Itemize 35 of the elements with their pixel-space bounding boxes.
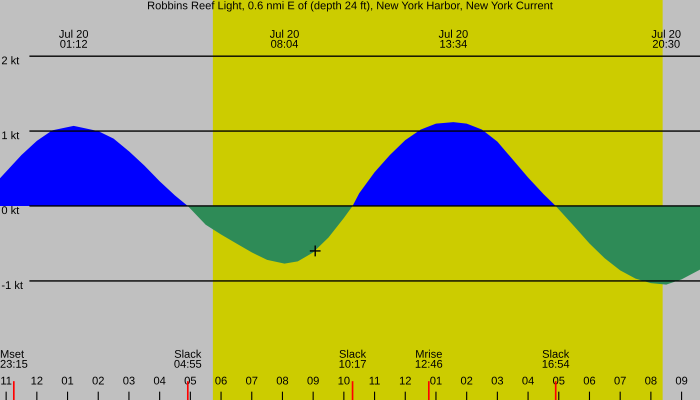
y-tick-label: 1 kt	[2, 131, 20, 140]
x-tick-label: 12	[400, 376, 411, 384]
ref-line-label: Mrise 12:46	[416, 350, 442, 368]
ref-line-label: Slack 16:54	[542, 350, 570, 368]
x2-tick-label: Jul 20 08:04	[270, 30, 299, 48]
x-tick-label: 12	[32, 376, 42, 384]
x-tick-label: 11	[370, 376, 380, 384]
ref-line-label: Slack 10:17	[339, 350, 366, 368]
x-tick-label: 10	[338, 376, 350, 385]
x-tick-label: 01	[430, 376, 442, 385]
y-tick-label: 2 kt	[2, 56, 20, 64]
y-tick-label: -1 kt	[2, 280, 23, 290]
x-tick-label: 08	[645, 376, 657, 385]
x-tick-label: 11	[1, 376, 12, 384]
x-tick-label: 02	[92, 376, 104, 385]
x-tick-label: 08	[276, 376, 288, 385]
y-tick-label: 0 kt	[2, 206, 20, 214]
x-tick-label: 09	[676, 376, 688, 385]
x-tick-label: 02	[460, 376, 472, 385]
x-tick-label: 04	[154, 376, 166, 385]
x-tick-label: 01	[62, 376, 74, 385]
x-tick-label: 05	[553, 376, 564, 385]
x2-tick-label: Jul 20 13:34	[438, 30, 468, 48]
ref-line-label: Mset 23:15	[0, 350, 28, 368]
x-tick-label: 03	[492, 376, 504, 385]
x-tick-label: 07	[246, 376, 258, 385]
x-tick-label: 06	[584, 376, 596, 385]
x-tick-label: 07	[614, 376, 626, 385]
x-tick-label: 03	[123, 376, 135, 385]
ref-line-label: Slack 04:55	[174, 350, 202, 368]
x-tick-label: 06	[215, 376, 227, 385]
x-tick-label: 05	[184, 376, 196, 385]
x-tick-label: 09	[307, 376, 319, 385]
x-tick-label: 04	[522, 376, 534, 385]
x2-tick-label: Jul 20 01:12	[59, 30, 88, 48]
